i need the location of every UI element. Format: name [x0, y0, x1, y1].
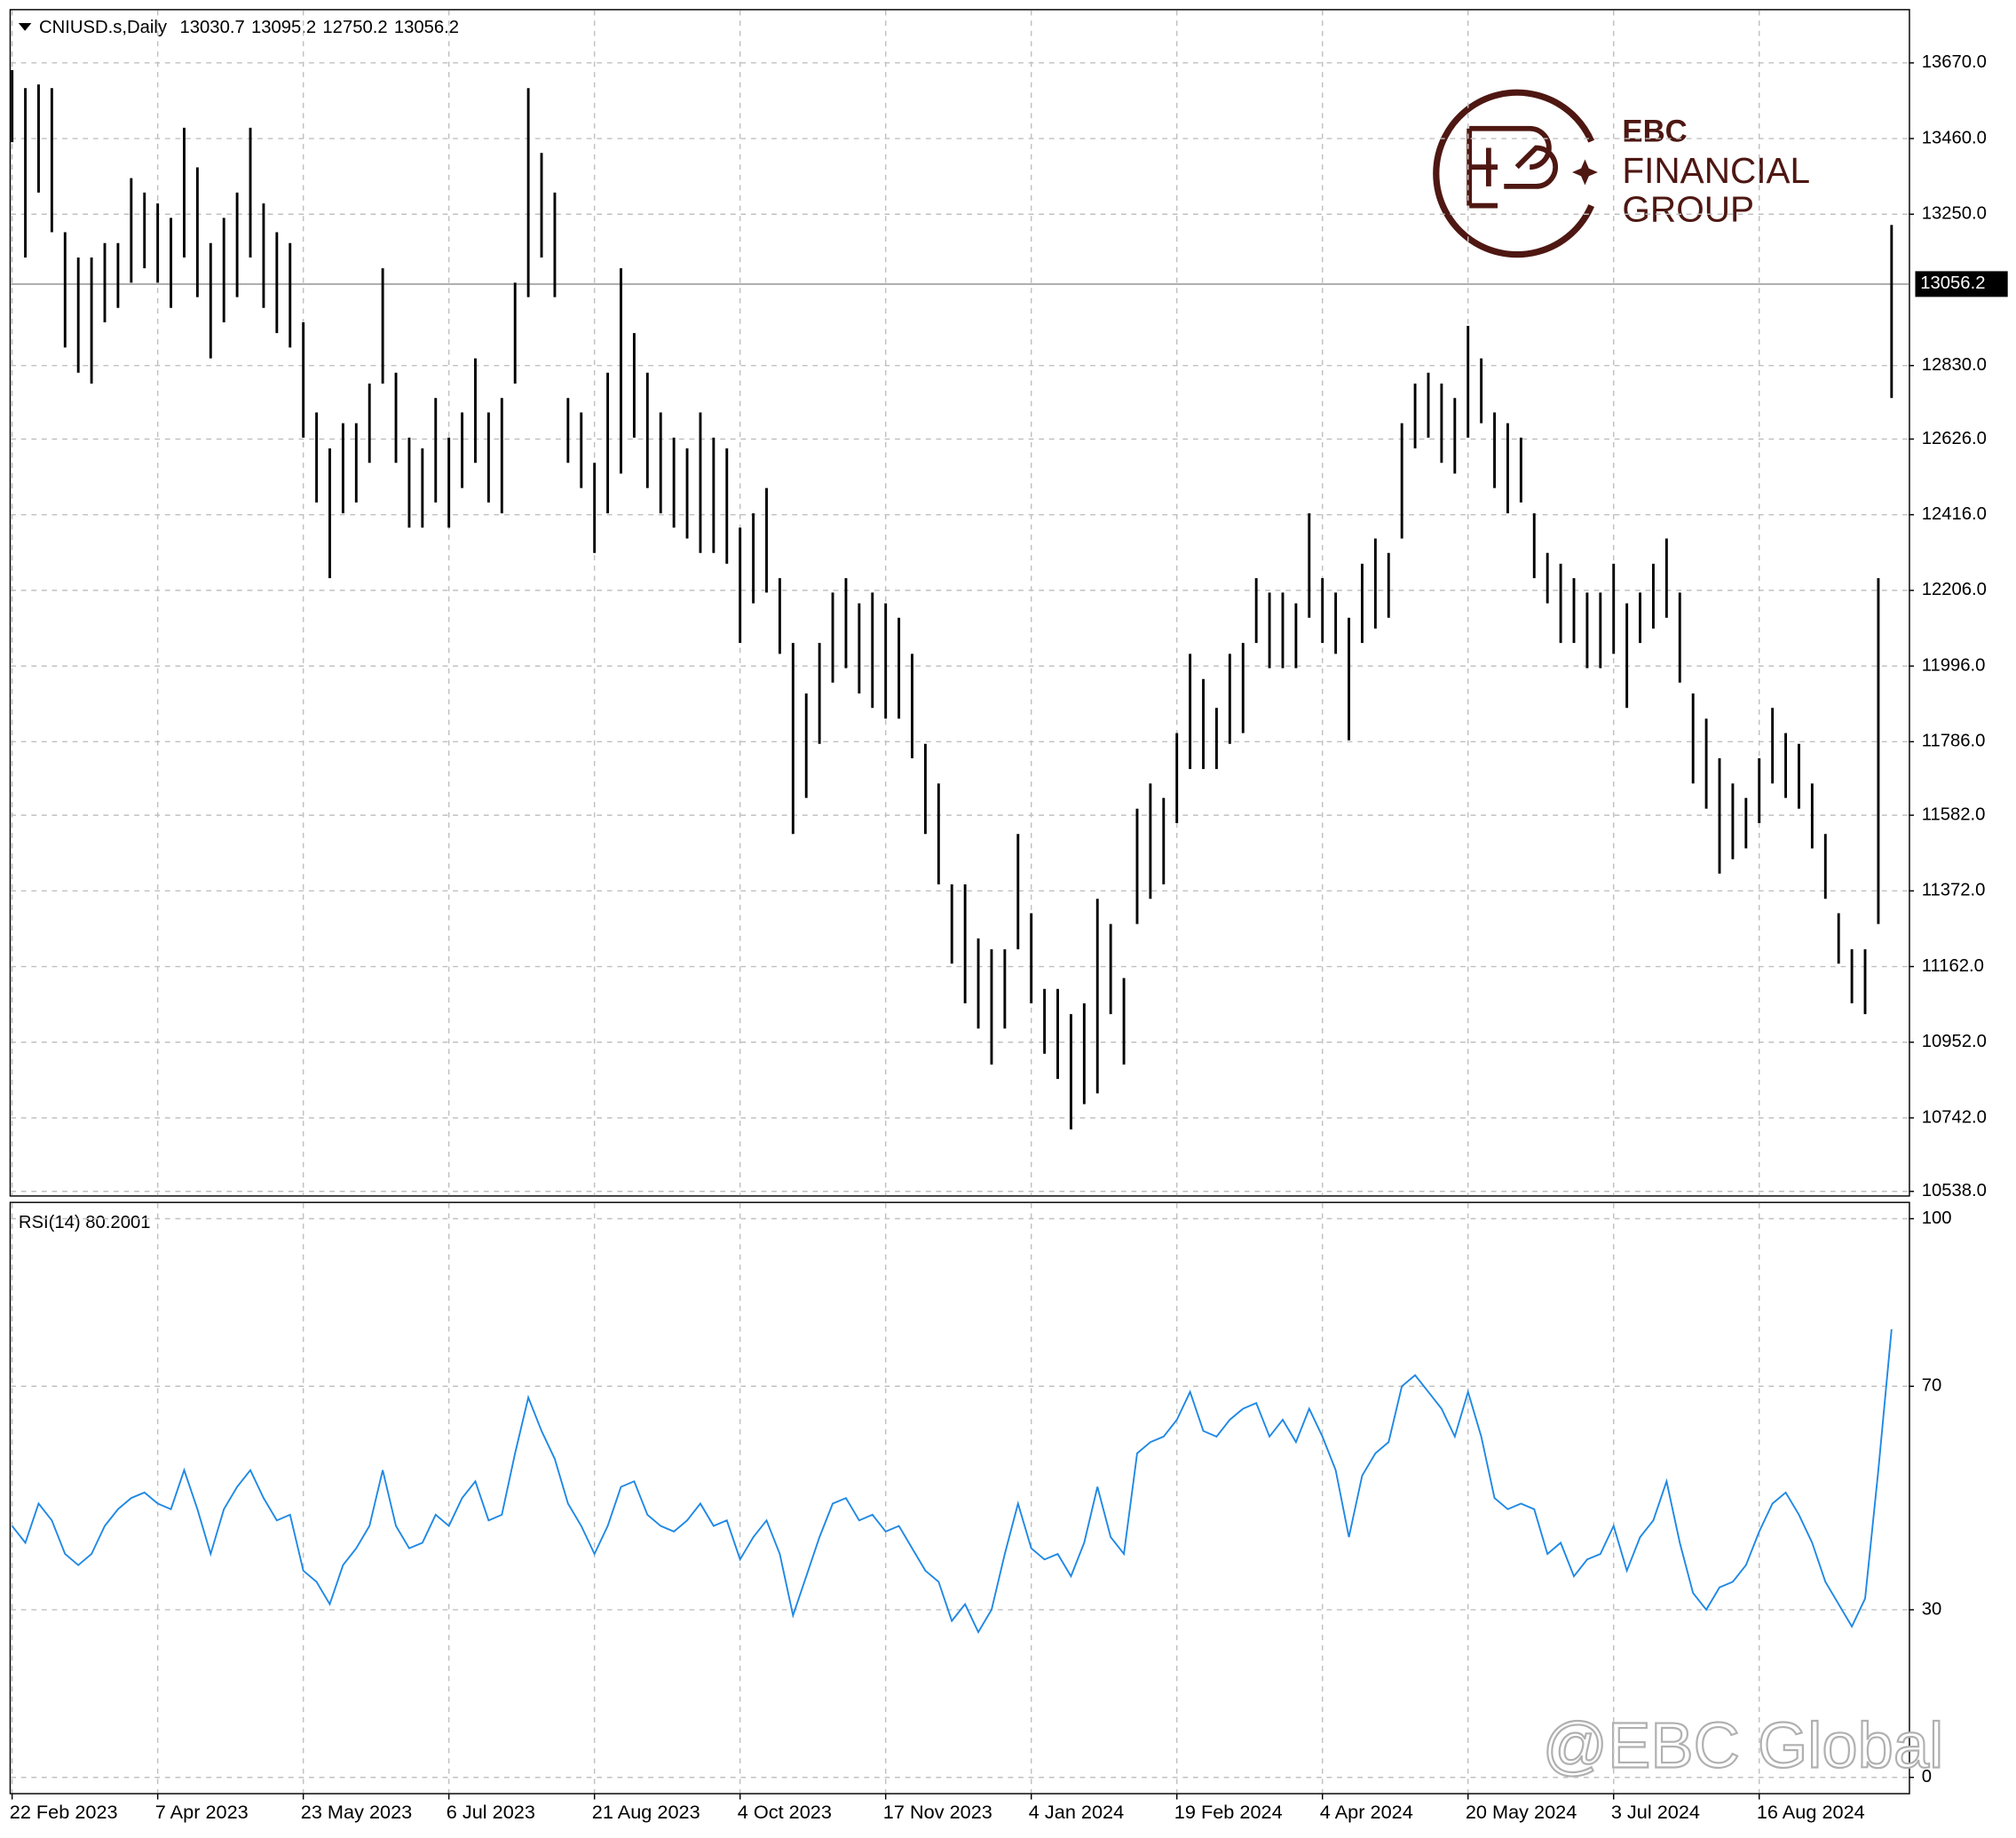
y-tick-label: 10742.0: [1922, 1107, 1987, 1127]
y-tick-label: 12830.0: [1922, 355, 1987, 375]
y-tick-label: 30: [1922, 1599, 1942, 1619]
x-tick-label: 4 Jan 2024: [1029, 1801, 1124, 1823]
logo-text: EBC: [1622, 115, 1687, 149]
last-price-label: 13056.2: [1920, 273, 1985, 293]
logo-text: FINANCIAL: [1622, 150, 1810, 191]
x-tick-label: 20 May 2024: [1466, 1801, 1577, 1823]
x-tick-label: 7 Apr 2023: [155, 1801, 249, 1823]
x-tick-label: 6 Jul 2023: [447, 1801, 535, 1823]
pane-title-text: CNIUSD.s,Daily: [39, 18, 168, 37]
y-tick-label: 11372.0: [1922, 881, 1986, 900]
x-tick-label: 4 Apr 2024: [1320, 1801, 1413, 1823]
y-tick-label: 12626.0: [1922, 429, 1987, 448]
dropdown-icon: [18, 23, 32, 31]
header-value: 13095.2: [251, 18, 316, 37]
x-tick-label: 19 Feb 2024: [1174, 1801, 1283, 1823]
pane-title-text: RSI(14) 80.2001: [19, 1213, 151, 1232]
y-tick-label: 100: [1922, 1208, 1952, 1228]
logo-mark: [1467, 125, 1559, 209]
logo-ring: [1433, 89, 1595, 258]
header-value: 13030.7: [180, 18, 245, 37]
y-tick-label: 13670.0: [1922, 52, 1987, 72]
x-tick-label: 4 Oct 2023: [738, 1801, 832, 1823]
price-pane: [9, 9, 1910, 1197]
rsi-pane: [9, 1201, 1910, 1794]
x-tick-label: 21 Aug 2023: [592, 1801, 700, 1823]
pane-title: RSI(14) 80.2001: [19, 1213, 151, 1232]
pane-title: CNIUSD.s,Daily 13030.7 13095.2 12750.2 13056…: [39, 18, 459, 37]
y-tick-label: 0: [1922, 1767, 1932, 1787]
y-tick-label: 11996.0: [1922, 655, 1986, 675]
y-tick-label: 12416.0: [1922, 504, 1987, 524]
x-tick-label: 3 Jul 2024: [1611, 1801, 1700, 1823]
y-tick-label: 10952.0: [1922, 1032, 1987, 1051]
y-tick-label: 12206.0: [1922, 580, 1987, 599]
y-tick-label: 11786.0: [1922, 732, 1986, 751]
y-tick-label: 11162.0: [1922, 956, 1984, 976]
watermark: @EBC Global: [1543, 1710, 1944, 1782]
x-tick-label: 23 May 2023: [301, 1801, 412, 1823]
logo-star: [1571, 159, 1598, 186]
logo: EBC FINANCIAL GROUP: [1433, 89, 1810, 258]
y-tick-label: 10538.0: [1922, 1181, 1987, 1200]
y-tick-label: 11582.0: [1922, 804, 1986, 824]
x-tick-label: 22 Feb 2023: [10, 1801, 118, 1823]
header-value: 12750.2: [322, 18, 387, 37]
last-price-box: [1915, 271, 2008, 297]
x-tick-label: 16 Aug 2024: [1757, 1801, 1865, 1823]
header-value: 13056.2: [394, 18, 459, 37]
y-tick-label: 13250.0: [1922, 204, 1987, 224]
y-tick-label: 13460.0: [1922, 128, 1987, 147]
logo-text: GROUP: [1622, 189, 1754, 230]
y-tick-label: 70: [1922, 1376, 1942, 1396]
rsi-line: [11, 1328, 1893, 1635]
x-tick-label: 17 Nov 2023: [883, 1801, 992, 1823]
